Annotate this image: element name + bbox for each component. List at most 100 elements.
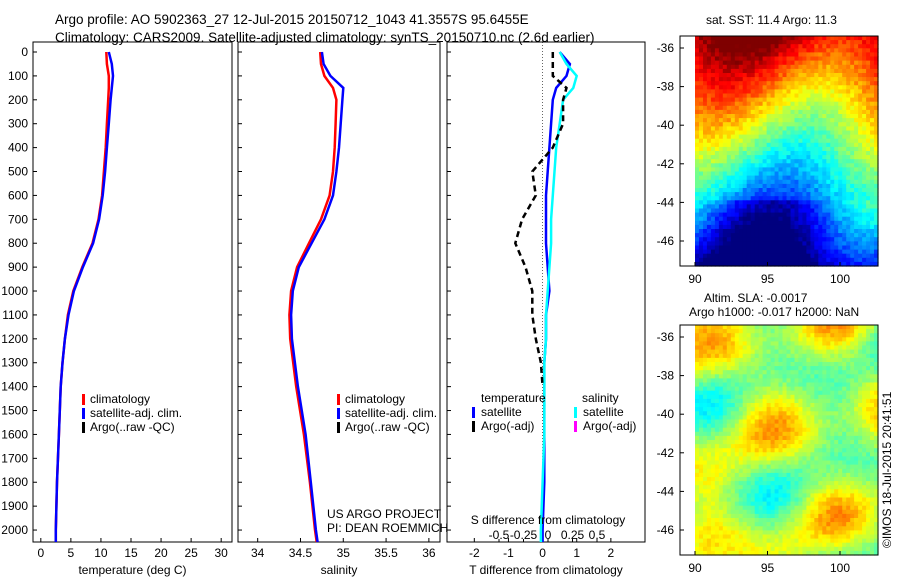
map-cell xyxy=(814,448,819,453)
map-cell xyxy=(846,501,851,507)
map-cell xyxy=(842,224,847,230)
map-cell xyxy=(722,325,728,330)
map-cell xyxy=(703,390,708,396)
map-cell xyxy=(699,444,704,449)
map-cell xyxy=(798,151,803,156)
map-cell xyxy=(866,44,871,49)
map-cell xyxy=(814,105,819,111)
map-cell xyxy=(790,522,796,527)
map-cell xyxy=(718,68,724,74)
map-cell xyxy=(714,378,720,384)
map-cell xyxy=(874,382,879,388)
map-cell xyxy=(838,146,843,152)
map-cell xyxy=(695,477,700,482)
map-cell xyxy=(695,68,700,74)
map-cell xyxy=(703,48,708,53)
map-cell xyxy=(738,130,744,136)
map-cell xyxy=(714,109,720,115)
map-cell xyxy=(866,427,871,433)
map-cell xyxy=(794,64,800,70)
map-cell xyxy=(774,448,780,453)
map-cell xyxy=(695,440,700,445)
map-cell xyxy=(794,233,800,238)
map-cell xyxy=(826,403,831,408)
map-cell xyxy=(814,114,819,119)
map-cell xyxy=(738,513,744,519)
map-cell xyxy=(746,163,752,168)
map-cell xyxy=(818,253,823,259)
map-cell xyxy=(734,481,740,486)
map-cell xyxy=(703,468,708,474)
map-cell xyxy=(699,362,704,367)
map-cell xyxy=(850,481,855,486)
map-cell xyxy=(762,81,768,86)
map-cell xyxy=(822,407,827,412)
map-cell xyxy=(842,427,847,433)
map-cell xyxy=(738,452,744,457)
map-cell xyxy=(695,163,700,168)
map-cell xyxy=(818,374,823,379)
map-cell xyxy=(830,216,835,222)
map-cell xyxy=(790,374,796,379)
map-cell xyxy=(722,435,728,441)
map-cell xyxy=(754,73,760,78)
map-cell xyxy=(699,134,704,140)
map-cell xyxy=(706,212,712,218)
map-axes-box xyxy=(679,35,879,267)
map-cell xyxy=(794,390,800,396)
map-cell xyxy=(858,130,863,136)
map-cell xyxy=(830,370,835,375)
map-cell xyxy=(703,398,708,404)
map-cell xyxy=(758,505,764,511)
map-cell xyxy=(722,497,728,503)
map-cell xyxy=(806,155,811,160)
map-cell xyxy=(854,427,859,433)
map-cell xyxy=(870,101,875,107)
map-cell xyxy=(703,179,708,185)
map-cell xyxy=(770,220,776,226)
map-cell xyxy=(778,237,784,242)
map-cell xyxy=(838,394,843,400)
map-cell xyxy=(710,122,716,127)
map-cell xyxy=(810,163,815,168)
map-cell xyxy=(854,329,859,334)
map-cell xyxy=(874,93,879,99)
map-cell xyxy=(802,390,807,396)
map-cell xyxy=(710,196,716,201)
map-cell xyxy=(810,196,815,201)
map-cell xyxy=(858,155,863,160)
map-cell xyxy=(762,97,768,103)
map-cell xyxy=(782,196,788,201)
map-cell xyxy=(730,394,736,400)
map-cell xyxy=(814,415,819,421)
map-cell xyxy=(782,151,788,156)
map-cell xyxy=(695,513,700,519)
map-cell xyxy=(742,204,748,210)
map-cell xyxy=(838,60,843,66)
map-cell xyxy=(790,204,796,210)
map-cell xyxy=(854,48,859,53)
map-cell xyxy=(754,64,760,70)
map-cell xyxy=(778,378,784,384)
map-cell xyxy=(834,245,839,251)
map-cell xyxy=(798,118,803,123)
map-cell xyxy=(714,448,720,453)
map-cell xyxy=(766,345,772,351)
map-cell xyxy=(710,407,716,412)
map-cell xyxy=(758,126,764,132)
map-cell xyxy=(722,56,728,62)
map-cell xyxy=(746,146,752,152)
map-cell xyxy=(838,109,843,115)
map-cell xyxy=(790,337,796,342)
map-cell xyxy=(862,77,867,82)
map-cell xyxy=(806,56,811,62)
map-cell xyxy=(706,192,712,197)
map-cell xyxy=(746,349,752,355)
map-cell xyxy=(766,481,772,486)
map-cell xyxy=(734,138,740,144)
map-cell xyxy=(806,171,811,177)
map-cell xyxy=(730,105,736,111)
map-cell xyxy=(846,386,851,392)
map-cell xyxy=(762,333,768,338)
map-cell xyxy=(786,522,792,527)
